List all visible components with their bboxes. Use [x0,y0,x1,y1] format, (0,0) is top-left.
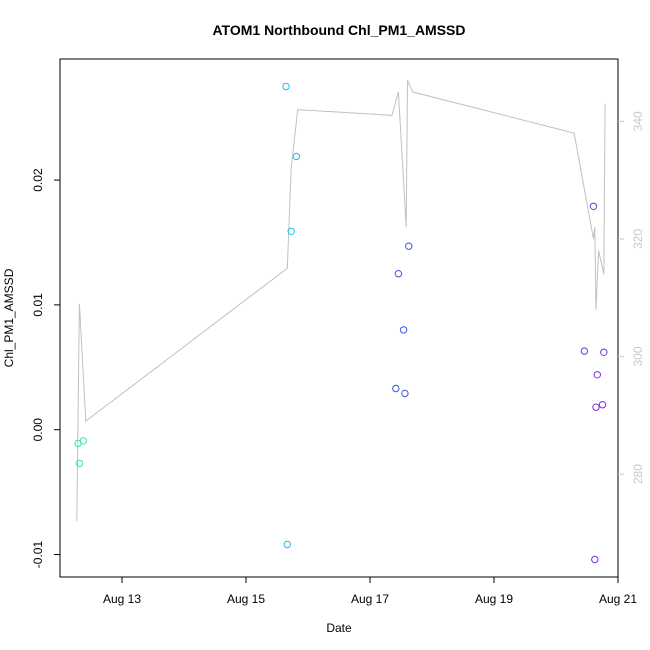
data-point-10 [401,389,409,398]
x-tick-label-3: Aug 19 [475,592,513,606]
data-point-1 [75,459,84,468]
y2-tick-label-2: 320 [631,229,645,249]
x-axis: Aug 13 Aug 15 Aug 17 Aug 19 Aug 21 [103,577,637,606]
data-point-7 [392,384,400,393]
plot-frame [59,58,619,578]
data-point-9 [399,326,408,334]
data-point-16 [593,371,601,379]
data-point-6 [292,152,301,161]
x-tick-label-4: Aug 21 [599,592,637,606]
data-point-5 [287,227,295,236]
data-point-4 [283,540,291,549]
y-tick-label-0: -0.01 [31,541,45,569]
data-point-11 [405,242,413,250]
data-points [74,82,608,564]
data-point-8 [394,270,403,278]
x-tick-label-0: Aug 13 [103,592,141,606]
y-axis-label: Chl_PM1_AMSSD [2,268,16,367]
y-tick-label-2: 0.01 [31,293,45,317]
y2-axis: 280 300 320 340 [618,111,645,484]
y2-tick-label-1: 300 [631,346,645,366]
data-point-12 [580,347,589,355]
data-point-13 [589,202,598,211]
data-point-3 [282,82,290,91]
y-tick-label-1: 0.00 [31,418,45,442]
x-tick-label-1: Aug 15 [227,592,265,606]
y2-tick-label-3: 340 [631,111,645,131]
data-point-2 [79,437,88,445]
x-axis-label: Date [326,621,352,635]
data-point-14 [591,555,599,564]
secondary-line [76,80,606,522]
secondary-series-line [76,80,606,522]
y-axis: -0.01 0.00 0.01 0.02 [31,168,60,568]
x-tick-label-2: Aug 17 [351,592,389,606]
data-point-17 [598,401,607,409]
y-tick-label-3: 0.02 [31,168,45,192]
data-point-18 [600,348,608,356]
data-point-15 [592,403,600,411]
chart-title: ATOM1 Northbound Chl_PM1_AMSSD [212,22,465,38]
y2-tick-label-0: 280 [631,464,645,484]
